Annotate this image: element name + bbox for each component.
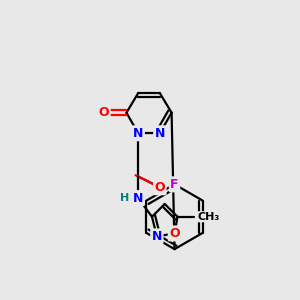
Text: N: N <box>133 127 143 140</box>
Text: O: O <box>99 106 109 119</box>
Text: F: F <box>170 178 179 191</box>
Text: CH₃: CH₃ <box>197 212 219 222</box>
Text: N: N <box>154 127 165 140</box>
Text: N: N <box>152 230 162 243</box>
Text: O: O <box>169 227 180 240</box>
Text: N: N <box>133 192 143 205</box>
Text: H: H <box>120 193 129 203</box>
Text: O: O <box>154 181 165 194</box>
